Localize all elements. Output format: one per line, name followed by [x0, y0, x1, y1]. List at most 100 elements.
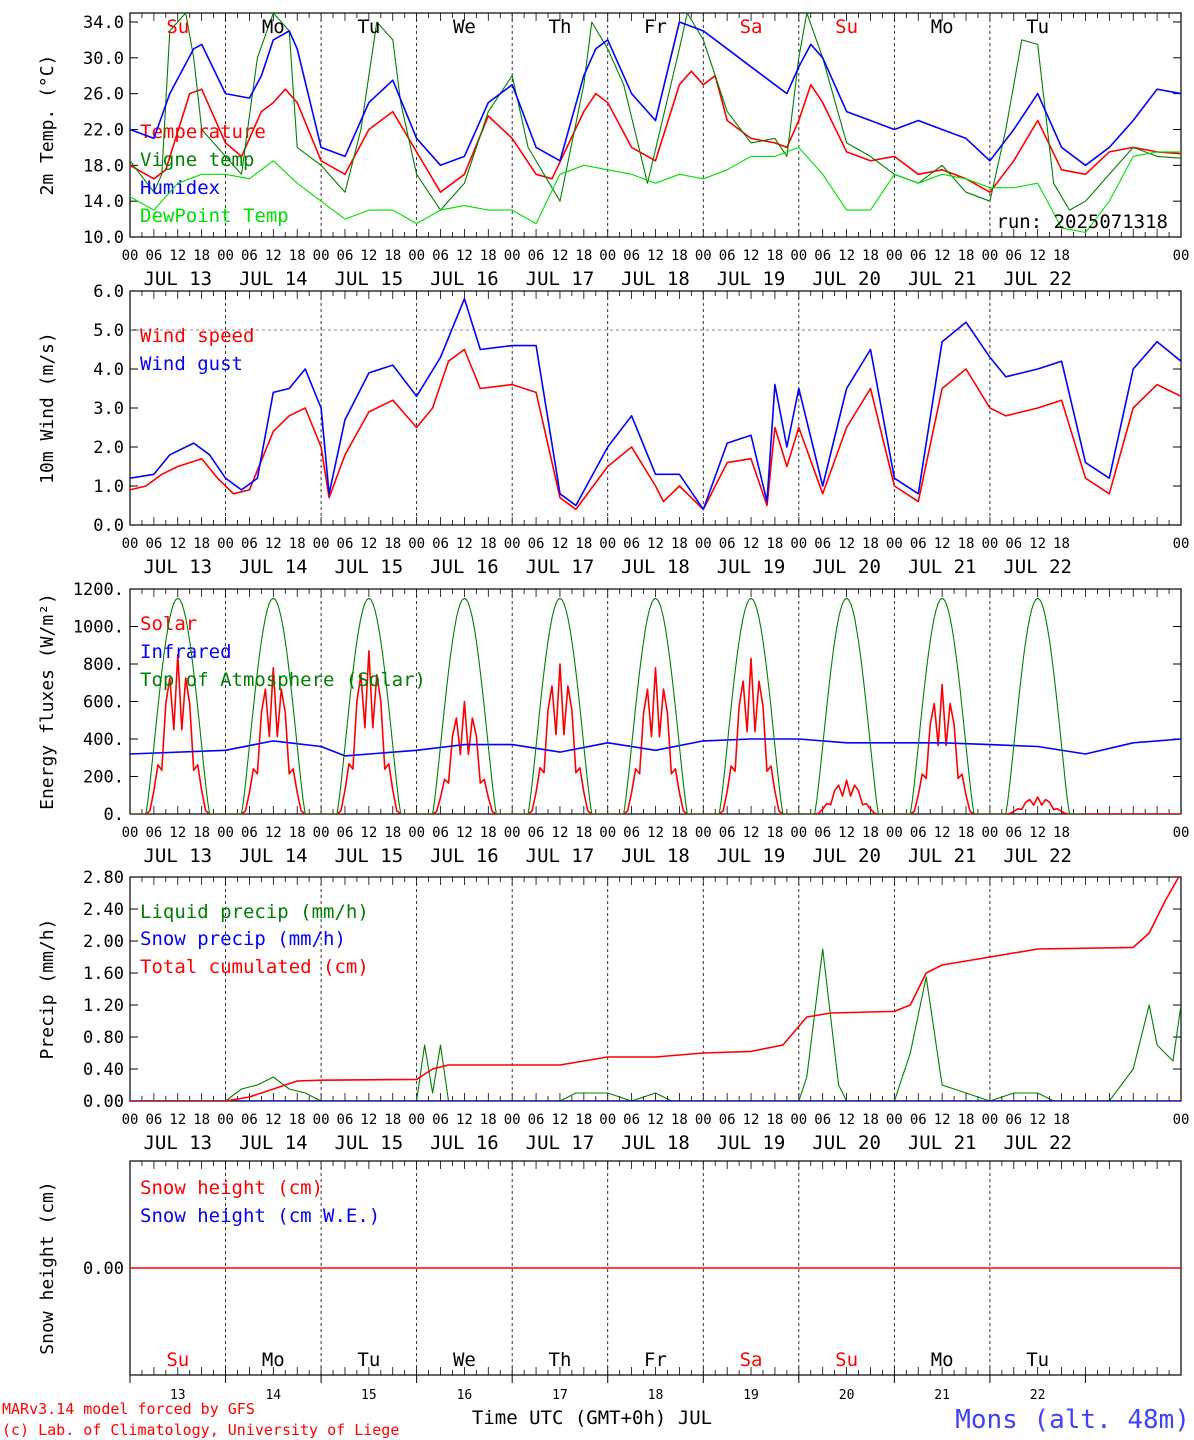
date-label: JUL 21	[908, 268, 977, 290]
hour-label: 06	[623, 536, 640, 552]
hour-label: 00	[886, 248, 903, 264]
legend-entry: Snow precip (mm/h)	[140, 928, 346, 950]
date-label: JUL 13	[143, 1132, 212, 1154]
hour-label: 00	[790, 1112, 807, 1128]
hour-label: 00	[886, 536, 903, 552]
date-label: JUL 19	[717, 556, 786, 578]
y-axis-label: Energy fluxes (W/m²)	[37, 593, 58, 810]
legend-entry: DewPoint Temp	[140, 205, 289, 227]
hour-label: 00	[599, 825, 616, 841]
hour-label: 18	[862, 248, 879, 264]
date-label: JUL 14	[239, 845, 308, 867]
date-label: JUL 20	[812, 1132, 881, 1154]
hour-label: 06	[814, 536, 831, 552]
hour-label: 00	[408, 825, 425, 841]
date-label: JUL 21	[908, 556, 977, 578]
date-label: JUL 16	[430, 845, 499, 867]
hour-label: 18	[1053, 825, 1070, 841]
date-label: JUL 15	[335, 268, 404, 290]
hour-label: 12	[743, 248, 760, 264]
hour-label: 12	[456, 825, 473, 841]
hour-label: 06	[1005, 1112, 1022, 1128]
series-line-dewpoint-temp	[130, 146, 1181, 234]
hour-label: 00	[981, 1112, 998, 1128]
hour-label: 06	[432, 536, 449, 552]
date-label: JUL 18	[621, 268, 690, 290]
hour-label: 06	[337, 825, 354, 841]
hour-label: 06	[145, 1112, 162, 1128]
hour-label: 06	[719, 825, 736, 841]
hour-label: 12	[169, 536, 186, 552]
legend-entry: Infrared	[140, 641, 232, 663]
legend-entry: Snow height (cm W.E.)	[140, 1205, 380, 1227]
plot-frame	[129, 588, 1182, 815]
hour-label: 18	[193, 1112, 210, 1128]
hour-label: 00	[695, 248, 712, 264]
date-label: JUL 20	[812, 268, 881, 290]
hour-label: 18	[862, 1112, 879, 1128]
y-tick-label: 10.0	[83, 228, 124, 248]
hour-label: 00	[408, 1112, 425, 1128]
panel-2: 0.0 1.0 2.0 3.0 4.0 5.0 6.0 10m Wind (m/s) Wind …	[37, 282, 1189, 578]
date-label: JUL 16	[430, 268, 499, 290]
hour-label: 18	[575, 248, 592, 264]
weekday-label: Su	[166, 1349, 189, 1371]
hour-label: 18	[958, 825, 975, 841]
hour-label: 12	[360, 825, 377, 841]
series-line-solar	[130, 650, 1181, 814]
hour-label: 12	[456, 1112, 473, 1128]
hour-label: 06	[1005, 825, 1022, 841]
hour-label: 00	[695, 1112, 712, 1128]
weekday-label: Mo	[262, 16, 285, 38]
hour-label: 06	[528, 536, 545, 552]
y-tick-label: 2.00	[83, 932, 124, 952]
hour-label: 00	[504, 1112, 521, 1128]
hour-label: 18	[289, 248, 306, 264]
hour-label: 06	[814, 248, 831, 264]
hour-label: 18	[289, 1112, 306, 1128]
day-number-label: 20	[839, 1388, 855, 1403]
date-label: JUL 13	[143, 268, 212, 290]
date-label: JUL 19	[717, 268, 786, 290]
hour-label: 06	[814, 1112, 831, 1128]
hour-label: 06	[910, 248, 927, 264]
hour-label: 18	[671, 536, 688, 552]
y-tick-label: 34.0	[83, 13, 124, 33]
hour-label: 12	[743, 1112, 760, 1128]
hour-label: 00	[217, 1112, 234, 1128]
hour-label: 06	[337, 1112, 354, 1128]
weekday-label: Fr	[644, 16, 667, 38]
hour-label: 00	[790, 536, 807, 552]
legend-entry: Snow height (cm)	[140, 1177, 323, 1199]
hour-label: 12	[838, 536, 855, 552]
hour-label: 00	[695, 536, 712, 552]
hour-label: 18	[575, 536, 592, 552]
panel-4: 0.00 0.40 0.80 1.20 1.60 2.00 2.40 2.80 Precip (…	[37, 868, 1189, 1154]
hour-label: 00	[1173, 248, 1190, 264]
day-number-label: 16	[457, 1388, 473, 1403]
hour-label: 12	[1029, 536, 1046, 552]
hour-label: 06	[145, 248, 162, 264]
hour-label: 12	[552, 825, 569, 841]
hour-label: 18	[1053, 536, 1070, 552]
y-axis-label: Precip (mm/h)	[37, 919, 58, 1060]
date-label: JUL 13	[143, 556, 212, 578]
hour-label: 06	[241, 825, 258, 841]
series-line-humidex	[130, 21, 1181, 167]
date-label: JUL 14	[239, 556, 308, 578]
hour-label: 18	[193, 248, 210, 264]
hour-label: 00	[599, 248, 616, 264]
y-axis-label: 2m Temp. (°C)	[37, 55, 58, 196]
legend-entry: Top of Atmosphere (Solar)	[140, 669, 426, 691]
day-number-label: 17	[552, 1388, 568, 1403]
hour-label: 00	[122, 825, 139, 841]
hour-label: 06	[432, 825, 449, 841]
y-tick-label: 600.	[83, 693, 124, 713]
y-tick-label: 0.80	[83, 1028, 124, 1048]
date-label: JUL 15	[335, 556, 404, 578]
date-label: JUL 16	[430, 1132, 499, 1154]
hour-label: 06	[910, 825, 927, 841]
date-label: JUL 17	[526, 845, 595, 867]
hour-label: 00	[504, 536, 521, 552]
hour-label: 06	[528, 825, 545, 841]
